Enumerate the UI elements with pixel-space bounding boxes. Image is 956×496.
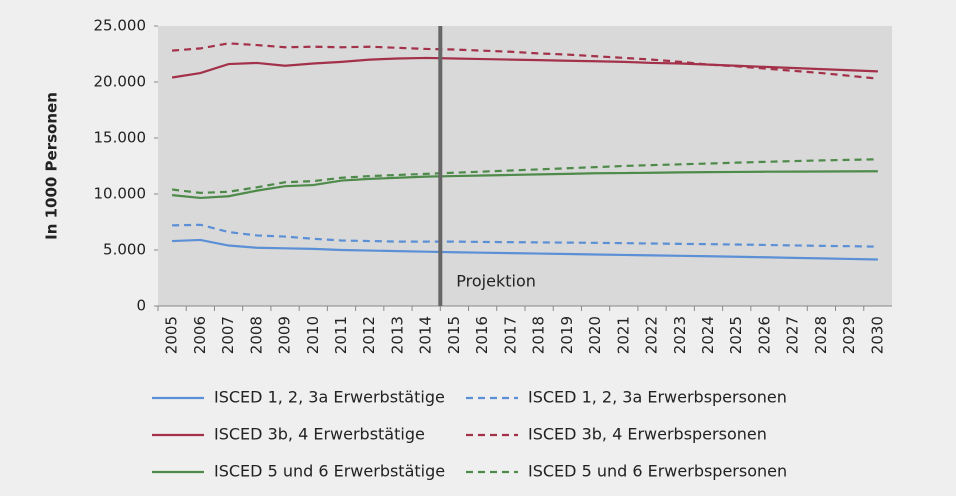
y-axis-label: In 1000 Personen xyxy=(43,92,61,240)
x-tick-label: 2016 xyxy=(473,316,491,354)
y-tick-label: 25.000 xyxy=(94,17,147,35)
x-tick-label: 2022 xyxy=(643,316,661,354)
y-tick-label: 20.000 xyxy=(94,73,147,91)
x-tick-label: 2029 xyxy=(840,316,858,354)
series-line xyxy=(171,56,878,79)
x-tick-label: 2015 xyxy=(445,316,463,354)
x-tick-label: 2028 xyxy=(812,316,830,354)
series-line xyxy=(172,42,878,80)
x-tick-label: 2030 xyxy=(868,316,886,354)
x-tick-label: 2023 xyxy=(671,316,689,354)
x-tick-label: 2027 xyxy=(784,316,802,354)
y-tick-label: 10.000 xyxy=(94,185,147,203)
x-tick-label: 2025 xyxy=(727,316,745,354)
legend-label: ISCED 3b, 4 Erwerbstätige xyxy=(214,425,425,444)
legend-label: ISCED 1, 2, 3a Erwerbstätige xyxy=(214,388,445,407)
plot-area xyxy=(158,26,892,306)
x-tick-label: 2017 xyxy=(501,316,519,354)
y-tick-label: 15.000 xyxy=(94,129,147,147)
x-tick-label: 2026 xyxy=(755,316,773,354)
x-tick-label: 2018 xyxy=(530,316,548,354)
legend-label: ISCED 3b, 4 Erwerbspersonen xyxy=(528,425,767,444)
x-tick-label: 2021 xyxy=(614,316,632,354)
x-tick-label: 2014 xyxy=(417,316,435,354)
y-tick-label: 5.000 xyxy=(103,241,146,259)
x-tick-label: 2011 xyxy=(332,316,350,354)
x-tick-label: 2010 xyxy=(304,316,322,354)
projection-label: Projektion xyxy=(456,272,536,291)
x-tick-label: 2008 xyxy=(247,316,265,354)
y-tick-label: 0 xyxy=(136,297,146,315)
legend-label: ISCED 5 und 6 Erwerbspersonen xyxy=(528,462,787,481)
x-tick-label: 2020 xyxy=(586,316,604,354)
series-line xyxy=(172,223,878,248)
x-tick-label: 2013 xyxy=(388,316,406,354)
x-tick-label: 2012 xyxy=(360,316,378,354)
x-tick-label: 2006 xyxy=(191,316,209,354)
x-tick-label: 2019 xyxy=(558,316,576,354)
series-line xyxy=(171,158,878,194)
x-tick-label: 2005 xyxy=(163,316,181,354)
x-tick-label: 2007 xyxy=(219,316,237,354)
series-line xyxy=(172,170,878,200)
x-tick-label: 2009 xyxy=(276,316,294,354)
x-tick-label: 2024 xyxy=(699,316,717,354)
legend-label: ISCED 5 und 6 Erwerbstätige xyxy=(214,462,445,481)
series-line xyxy=(172,238,878,261)
legend-label: ISCED 1, 2, 3a Erwerbspersonen xyxy=(528,388,787,407)
